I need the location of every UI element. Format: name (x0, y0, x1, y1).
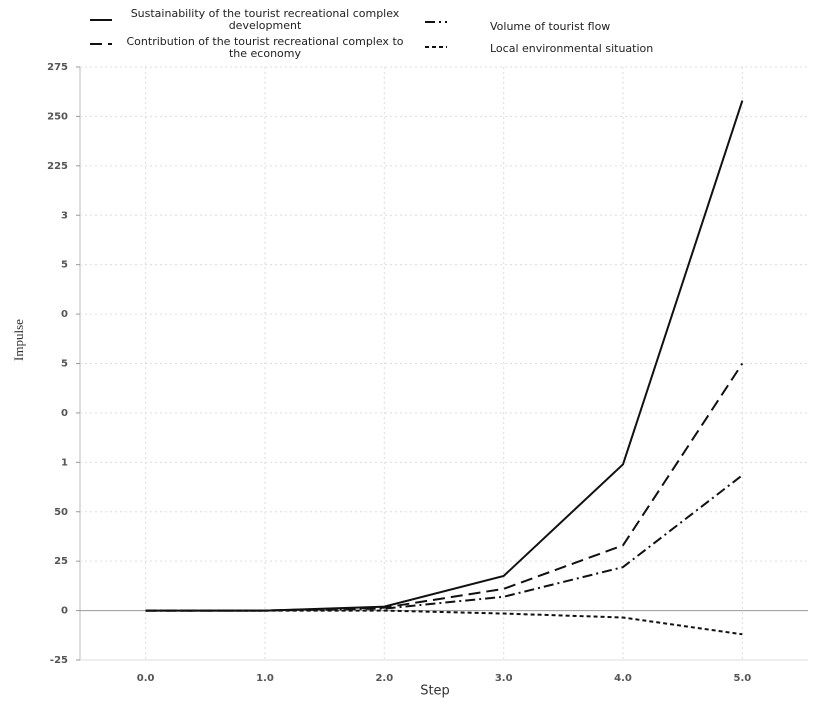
y-tick-label: 0 (61, 606, 68, 617)
legend-label: Local environmental situation (490, 42, 654, 55)
series-line (145, 474, 743, 612)
y-tick-label: 3 (61, 210, 68, 221)
x-axis-label: Step (420, 684, 450, 699)
y-tick-label: 0 (61, 408, 68, 419)
x-tick-label: 1.0 (256, 673, 274, 684)
x-tick-label: 0.0 (137, 673, 155, 684)
y-tick-label: 225 (47, 161, 68, 172)
y-axis-label: Impulse (11, 319, 26, 361)
y-tick-label: 0 (61, 309, 68, 320)
y-tick-label: 5 (61, 260, 68, 271)
x-tick-label: 5.0 (734, 673, 752, 684)
series-line (145, 362, 744, 612)
legend-label: Volume of tourist flow (490, 20, 611, 33)
y-tick-label: 25 (54, 556, 68, 567)
y-tick-label: 50 (54, 507, 68, 518)
x-tick-label: 2.0 (375, 673, 393, 684)
y-tick-label: 1 (61, 457, 68, 468)
x-tick-label: 4.0 (614, 673, 632, 684)
series-line (145, 609, 743, 636)
legend-label: Contribution of the tourist recreational… (126, 35, 404, 60)
y-tick-label: 275 (47, 62, 68, 73)
y-tick-label: 5 (61, 359, 68, 370)
y-tick-label: -25 (50, 655, 68, 666)
x-tick-label: 3.0 (495, 673, 513, 684)
legend-label: Sustainability of the tourist recreation… (130, 7, 400, 32)
series-line (145, 100, 744, 612)
y-tick-label: 250 (47, 111, 68, 122)
